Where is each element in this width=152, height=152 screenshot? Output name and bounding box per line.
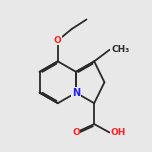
Text: N: N — [72, 88, 80, 98]
Text: O: O — [72, 128, 80, 137]
Text: OH: OH — [111, 128, 126, 137]
Text: CH₃: CH₃ — [111, 45, 129, 54]
Text: O: O — [54, 36, 62, 45]
